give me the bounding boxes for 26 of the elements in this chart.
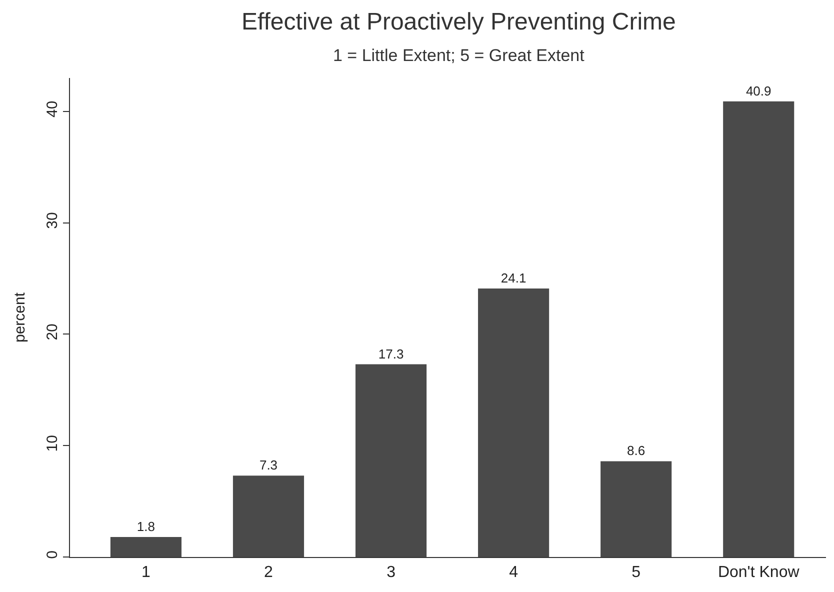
y-tick-label: 30	[44, 212, 61, 229]
chart-subtitle: 1 = Little Extent; 5 = Great Extent	[333, 46, 585, 65]
bar	[355, 364, 427, 557]
y-tick-label: 40	[44, 100, 61, 118]
y-tick-label: 10	[44, 435, 61, 452]
data-label: 17.3	[378, 346, 404, 362]
x-tick-label: Don't Know	[718, 564, 800, 582]
x-tick-label: 2	[264, 564, 274, 582]
data-label: 40.9	[746, 83, 772, 98]
data-label: 1.8	[136, 518, 156, 534]
x-tick-label: 5	[632, 564, 641, 582]
chart-title: Effective at Proactively Preventing Crime	[241, 8, 676, 36]
y-tick-label: 0	[44, 550, 61, 559]
y-tick-label: 20	[44, 324, 61, 340]
data-label: 8.6	[627, 443, 646, 458]
x-tick-label: 1	[142, 564, 151, 582]
bar	[478, 288, 550, 557]
bar	[110, 536, 182, 557]
x-tick-label: 3	[386, 564, 396, 582]
data-label: 7.3	[259, 458, 278, 473]
x-tick-label: 4	[509, 564, 518, 582]
bar	[600, 461, 672, 557]
bar	[232, 476, 304, 557]
data-label: 24.1	[500, 270, 526, 286]
bar	[723, 101, 794, 557]
y-axis-title: percent	[11, 292, 28, 343]
